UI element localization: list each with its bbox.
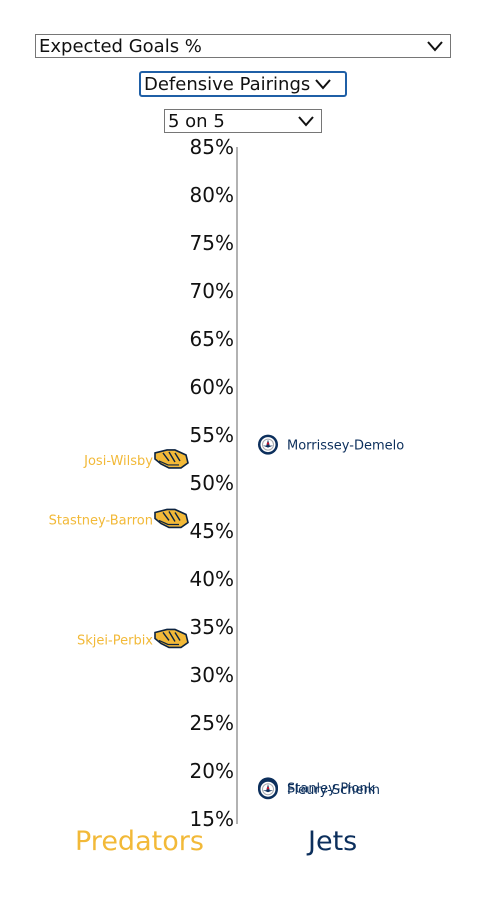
- y-tick-label: 55%: [190, 423, 234, 447]
- point-label: Stastney-Barron: [49, 513, 153, 528]
- team-label-jets: Jets: [308, 826, 358, 857]
- predators-logo-icon: [154, 449, 189, 469]
- jets-logo-icon: [258, 434, 278, 455]
- y-tick-label: 65%: [190, 327, 234, 351]
- y-tick-label: 70%: [190, 279, 234, 303]
- grouping-select[interactable]: Defensive Pairings: [139, 71, 347, 97]
- metric-select-value: Expected Goals %: [39, 35, 202, 57]
- grouping-select-value: Defensive Pairings: [144, 73, 311, 95]
- point-label: Morrissey-Demelo: [287, 439, 404, 454]
- predators-logo-icon: [154, 628, 189, 649]
- y-tick-label: 40%: [190, 567, 234, 591]
- strength-select-value: 5 on 5: [168, 110, 225, 132]
- y-tick-label: 15%: [190, 807, 234, 831]
- y-tick-label: 85%: [190, 135, 234, 159]
- chevron-down-icon: [315, 79, 332, 90]
- y-tick-label: 60%: [190, 375, 234, 399]
- point-label: Josi-Wilsby: [83, 454, 153, 469]
- point-label: Skjei-Perbix: [77, 633, 153, 648]
- metric-select[interactable]: Expected Goals %: [35, 34, 451, 58]
- point-label: Stanley-Pionk: [287, 781, 376, 796]
- point-label: Fleury-Schenn: [287, 783, 380, 798]
- chevron-down-icon: [427, 41, 443, 52]
- y-tick-label: 50%: [190, 471, 234, 495]
- y-tick-label: 45%: [190, 519, 234, 543]
- y-tick-label: 30%: [190, 663, 234, 687]
- jets-logo-icon: [258, 779, 278, 800]
- y-tick-label: 80%: [190, 183, 234, 207]
- y-tick-label: 20%: [190, 759, 234, 783]
- y-tick-label: 25%: [190, 711, 234, 735]
- strength-select[interactable]: 5 on 5: [164, 109, 322, 133]
- y-tick-label: 35%: [190, 615, 234, 639]
- predators-logo-icon: [154, 508, 189, 529]
- chevron-down-icon: [298, 116, 314, 127]
- y-tick-label: 75%: [190, 231, 234, 255]
- team-label-predators: Predators: [75, 826, 204, 857]
